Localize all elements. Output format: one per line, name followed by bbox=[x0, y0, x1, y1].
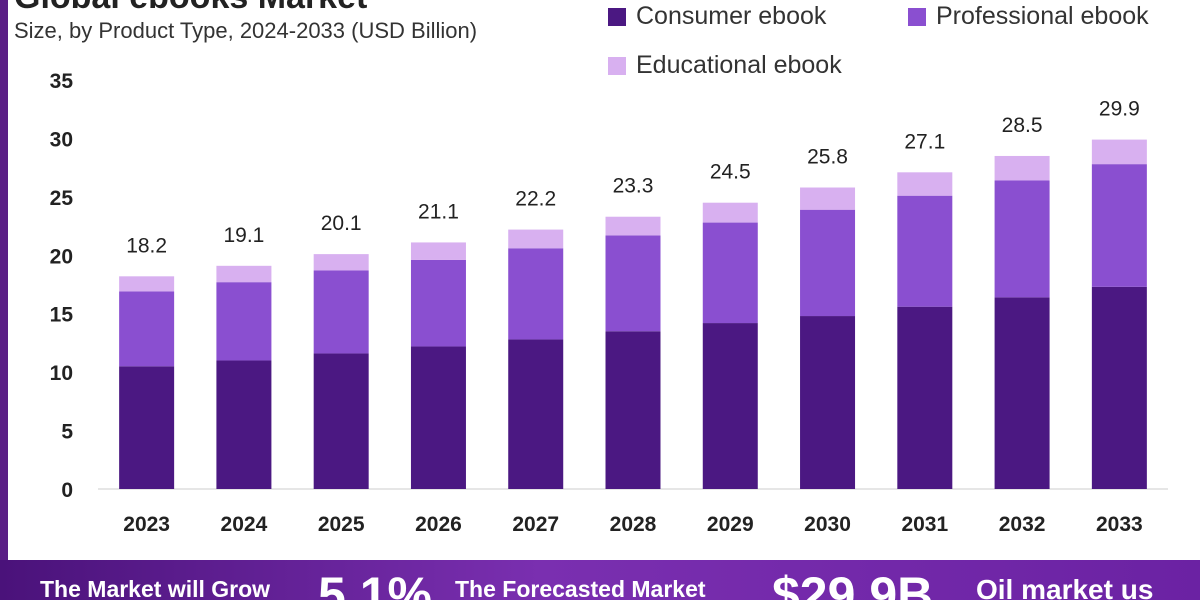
y-tick-label: 0 bbox=[61, 479, 73, 502]
bar-segment-consumer bbox=[702, 323, 758, 489]
y-tick-label: 35 bbox=[50, 70, 74, 93]
x-tick-label: 2028 bbox=[610, 513, 657, 536]
bar-segment-educational bbox=[410, 242, 466, 260]
bar-segment-professional bbox=[800, 209, 856, 317]
bar-segment-professional bbox=[508, 248, 564, 340]
bar-segment-professional bbox=[410, 259, 466, 347]
bar-segment-educational bbox=[702, 202, 758, 223]
bar-total-label: 27.1 bbox=[904, 130, 945, 153]
bar-segment-consumer bbox=[800, 316, 856, 489]
bar-segment-consumer bbox=[605, 331, 661, 489]
chart-subtitle: Size, by Product Type, 2024-2033 (USD Bi… bbox=[14, 18, 478, 43]
bar-total-label: 22.2 bbox=[515, 188, 556, 211]
bar-segment-professional bbox=[702, 222, 758, 324]
bar-total-label: 28.5 bbox=[1002, 114, 1043, 137]
stacked-bar-chart: 0510152025303518.2202319.1202420.1202521… bbox=[50, 70, 1168, 536]
bar-segment-professional bbox=[313, 270, 369, 354]
legend-swatch-professional bbox=[908, 7, 926, 26]
bar-segment-consumer bbox=[897, 306, 953, 489]
x-tick-label: 2029 bbox=[707, 513, 754, 536]
bar-segment-consumer bbox=[313, 353, 369, 489]
footer-cagr: 5.1% bbox=[318, 567, 432, 600]
x-tick-label: 2031 bbox=[901, 513, 948, 536]
bar-total-label: 18.2 bbox=[126, 234, 167, 257]
legend-label-professional: Professional ebook bbox=[936, 2, 1149, 30]
y-tick-label: 25 bbox=[50, 187, 74, 210]
legend-item-educational: Educational ebook bbox=[608, 51, 842, 80]
bar-segment-educational bbox=[800, 187, 856, 210]
bar-segment-professional bbox=[605, 235, 661, 332]
y-tick-label: 10 bbox=[50, 362, 73, 385]
bar-total-label: 23.3 bbox=[613, 175, 654, 198]
legend-item-professional: Professional ebook bbox=[908, 2, 1149, 31]
y-tick-label: 15 bbox=[50, 304, 74, 327]
footer-forecast-text: The Forecasted Market bbox=[455, 576, 706, 600]
bar-segment-educational bbox=[508, 229, 564, 249]
legend-swatch-educational bbox=[608, 56, 626, 75]
frame-accent bbox=[0, 0, 8, 560]
bar-total-label: 20.1 bbox=[321, 212, 362, 235]
bar-segment-consumer bbox=[119, 366, 175, 489]
bar-segment-professional bbox=[1091, 164, 1147, 287]
legend-label-educational: Educational ebook bbox=[636, 51, 842, 79]
bar-segment-professional bbox=[897, 195, 953, 307]
x-tick-label: 2033 bbox=[1096, 513, 1143, 536]
bar-segment-educational bbox=[119, 276, 175, 292]
x-tick-label: 2023 bbox=[123, 513, 170, 536]
footer-tail-text: Oil market us bbox=[976, 574, 1154, 600]
bar-segment-educational bbox=[605, 216, 661, 236]
bar-total-label: 19.1 bbox=[223, 224, 264, 247]
x-tick-label: 2032 bbox=[999, 513, 1046, 536]
legend-item-consumer: Consumer ebook bbox=[608, 2, 826, 31]
bar-segment-professional bbox=[994, 180, 1050, 298]
footer-forecast-value: $29.9B bbox=[772, 567, 934, 600]
bar-segment-educational bbox=[897, 172, 953, 196]
bar-segment-educational bbox=[1091, 139, 1147, 165]
x-tick-label: 2030 bbox=[804, 513, 851, 536]
chart-title: Global ebooks Market bbox=[14, 0, 367, 17]
bar-total-label: 25.8 bbox=[807, 146, 848, 169]
bar-segment-consumer bbox=[1091, 286, 1147, 489]
y-tick-label: 20 bbox=[50, 245, 73, 268]
bar-segment-educational bbox=[994, 155, 1050, 181]
x-tick-label: 2026 bbox=[415, 513, 462, 536]
bar-segment-professional bbox=[119, 291, 175, 367]
bar-segment-educational bbox=[216, 265, 272, 283]
bar-total-label: 29.9 bbox=[1099, 98, 1140, 121]
bar-segment-professional bbox=[216, 282, 272, 361]
bar-total-label: 21.1 bbox=[418, 200, 459, 223]
bar-total-label: 24.5 bbox=[710, 161, 751, 184]
bar-segment-educational bbox=[313, 254, 369, 271]
bar-segment-consumer bbox=[508, 339, 564, 489]
x-tick-label: 2027 bbox=[512, 513, 559, 536]
bar-segment-consumer bbox=[410, 346, 466, 489]
y-tick-label: 30 bbox=[50, 128, 73, 151]
bar-segment-consumer bbox=[216, 360, 272, 489]
bar-segment-consumer bbox=[994, 297, 1050, 489]
x-tick-label: 2025 bbox=[318, 513, 365, 536]
x-tick-label: 2024 bbox=[221, 513, 268, 536]
y-tick-label: 5 bbox=[61, 421, 73, 444]
legend-swatch-consumer bbox=[608, 7, 626, 26]
legend-label-consumer: Consumer ebook bbox=[636, 2, 827, 30]
footer-grow-text: The Market will Grow bbox=[40, 576, 271, 600]
footer-banner: The Market will Grow 5.1% The Forecasted… bbox=[0, 560, 1200, 600]
